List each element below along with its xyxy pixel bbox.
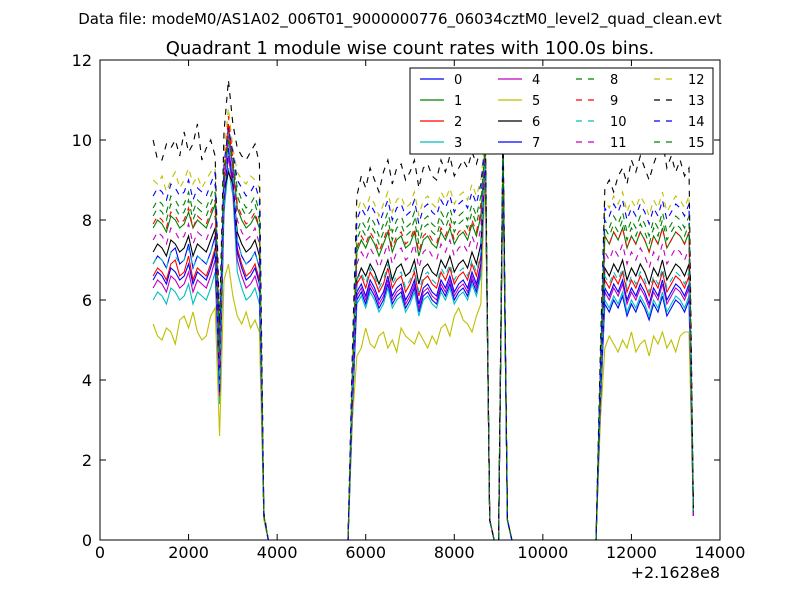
plot-area xyxy=(152,79,694,540)
legend-label-5: 5 xyxy=(532,94,540,109)
legend-label-7: 7 xyxy=(532,136,540,151)
series-line-5 xyxy=(152,171,694,540)
legend-label-2: 2 xyxy=(454,115,462,130)
legend-label-9: 9 xyxy=(610,94,618,109)
x-tick-label: 14000 xyxy=(695,543,746,562)
legend-label-6: 6 xyxy=(532,115,540,130)
x-tick-label: 4000 xyxy=(257,543,298,562)
legend-label-3: 3 xyxy=(454,136,462,151)
y-tick-label: 10 xyxy=(72,131,92,150)
series-line-11 xyxy=(152,135,694,540)
x-tick-label: 10000 xyxy=(517,543,568,562)
legend-box xyxy=(409,67,714,155)
x-tick-label: 6000 xyxy=(345,543,386,562)
legend-label-10: 10 xyxy=(610,115,627,130)
series-line-7 xyxy=(152,147,694,540)
x-tick-label: 0 xyxy=(95,543,105,562)
legend-label-11: 11 xyxy=(610,136,627,151)
legend-label-1: 1 xyxy=(454,94,462,109)
x-tick-label: 8000 xyxy=(434,543,475,562)
legend-label-4: 4 xyxy=(532,73,540,88)
y-tick-label: 2 xyxy=(82,451,92,470)
y-tick-label: 12 xyxy=(72,51,92,70)
legend-label-14: 14 xyxy=(688,115,705,130)
series-line-4 xyxy=(152,155,694,540)
y-tick-label: 6 xyxy=(82,291,92,310)
legend-label-12: 12 xyxy=(688,73,705,88)
x-tick-label: 12000 xyxy=(606,543,657,562)
x-offset-label: +2.1628e8 xyxy=(631,563,720,582)
suptitle: Data file: modeM0/AS1A02_006T01_90000007… xyxy=(78,10,722,29)
series-line-15 xyxy=(152,139,694,540)
legend-label-0: 0 xyxy=(454,73,462,88)
legend-label-13: 13 xyxy=(688,94,705,109)
y-tick-label: 0 xyxy=(82,531,92,550)
legend-label-8: 8 xyxy=(610,73,618,88)
series-line-3 xyxy=(152,163,694,540)
y-tick-label: 8 xyxy=(82,211,92,230)
legend-label-15: 15 xyxy=(688,136,705,151)
axes: 0 2000 4000 6000 8000 10000 12000 1400002468101… xyxy=(72,51,746,562)
x-tick-label: 2000 xyxy=(168,543,209,562)
y-tick-label: 4 xyxy=(82,371,92,390)
chart-title: Quadrant 1 module wise count rates with … xyxy=(166,38,655,59)
